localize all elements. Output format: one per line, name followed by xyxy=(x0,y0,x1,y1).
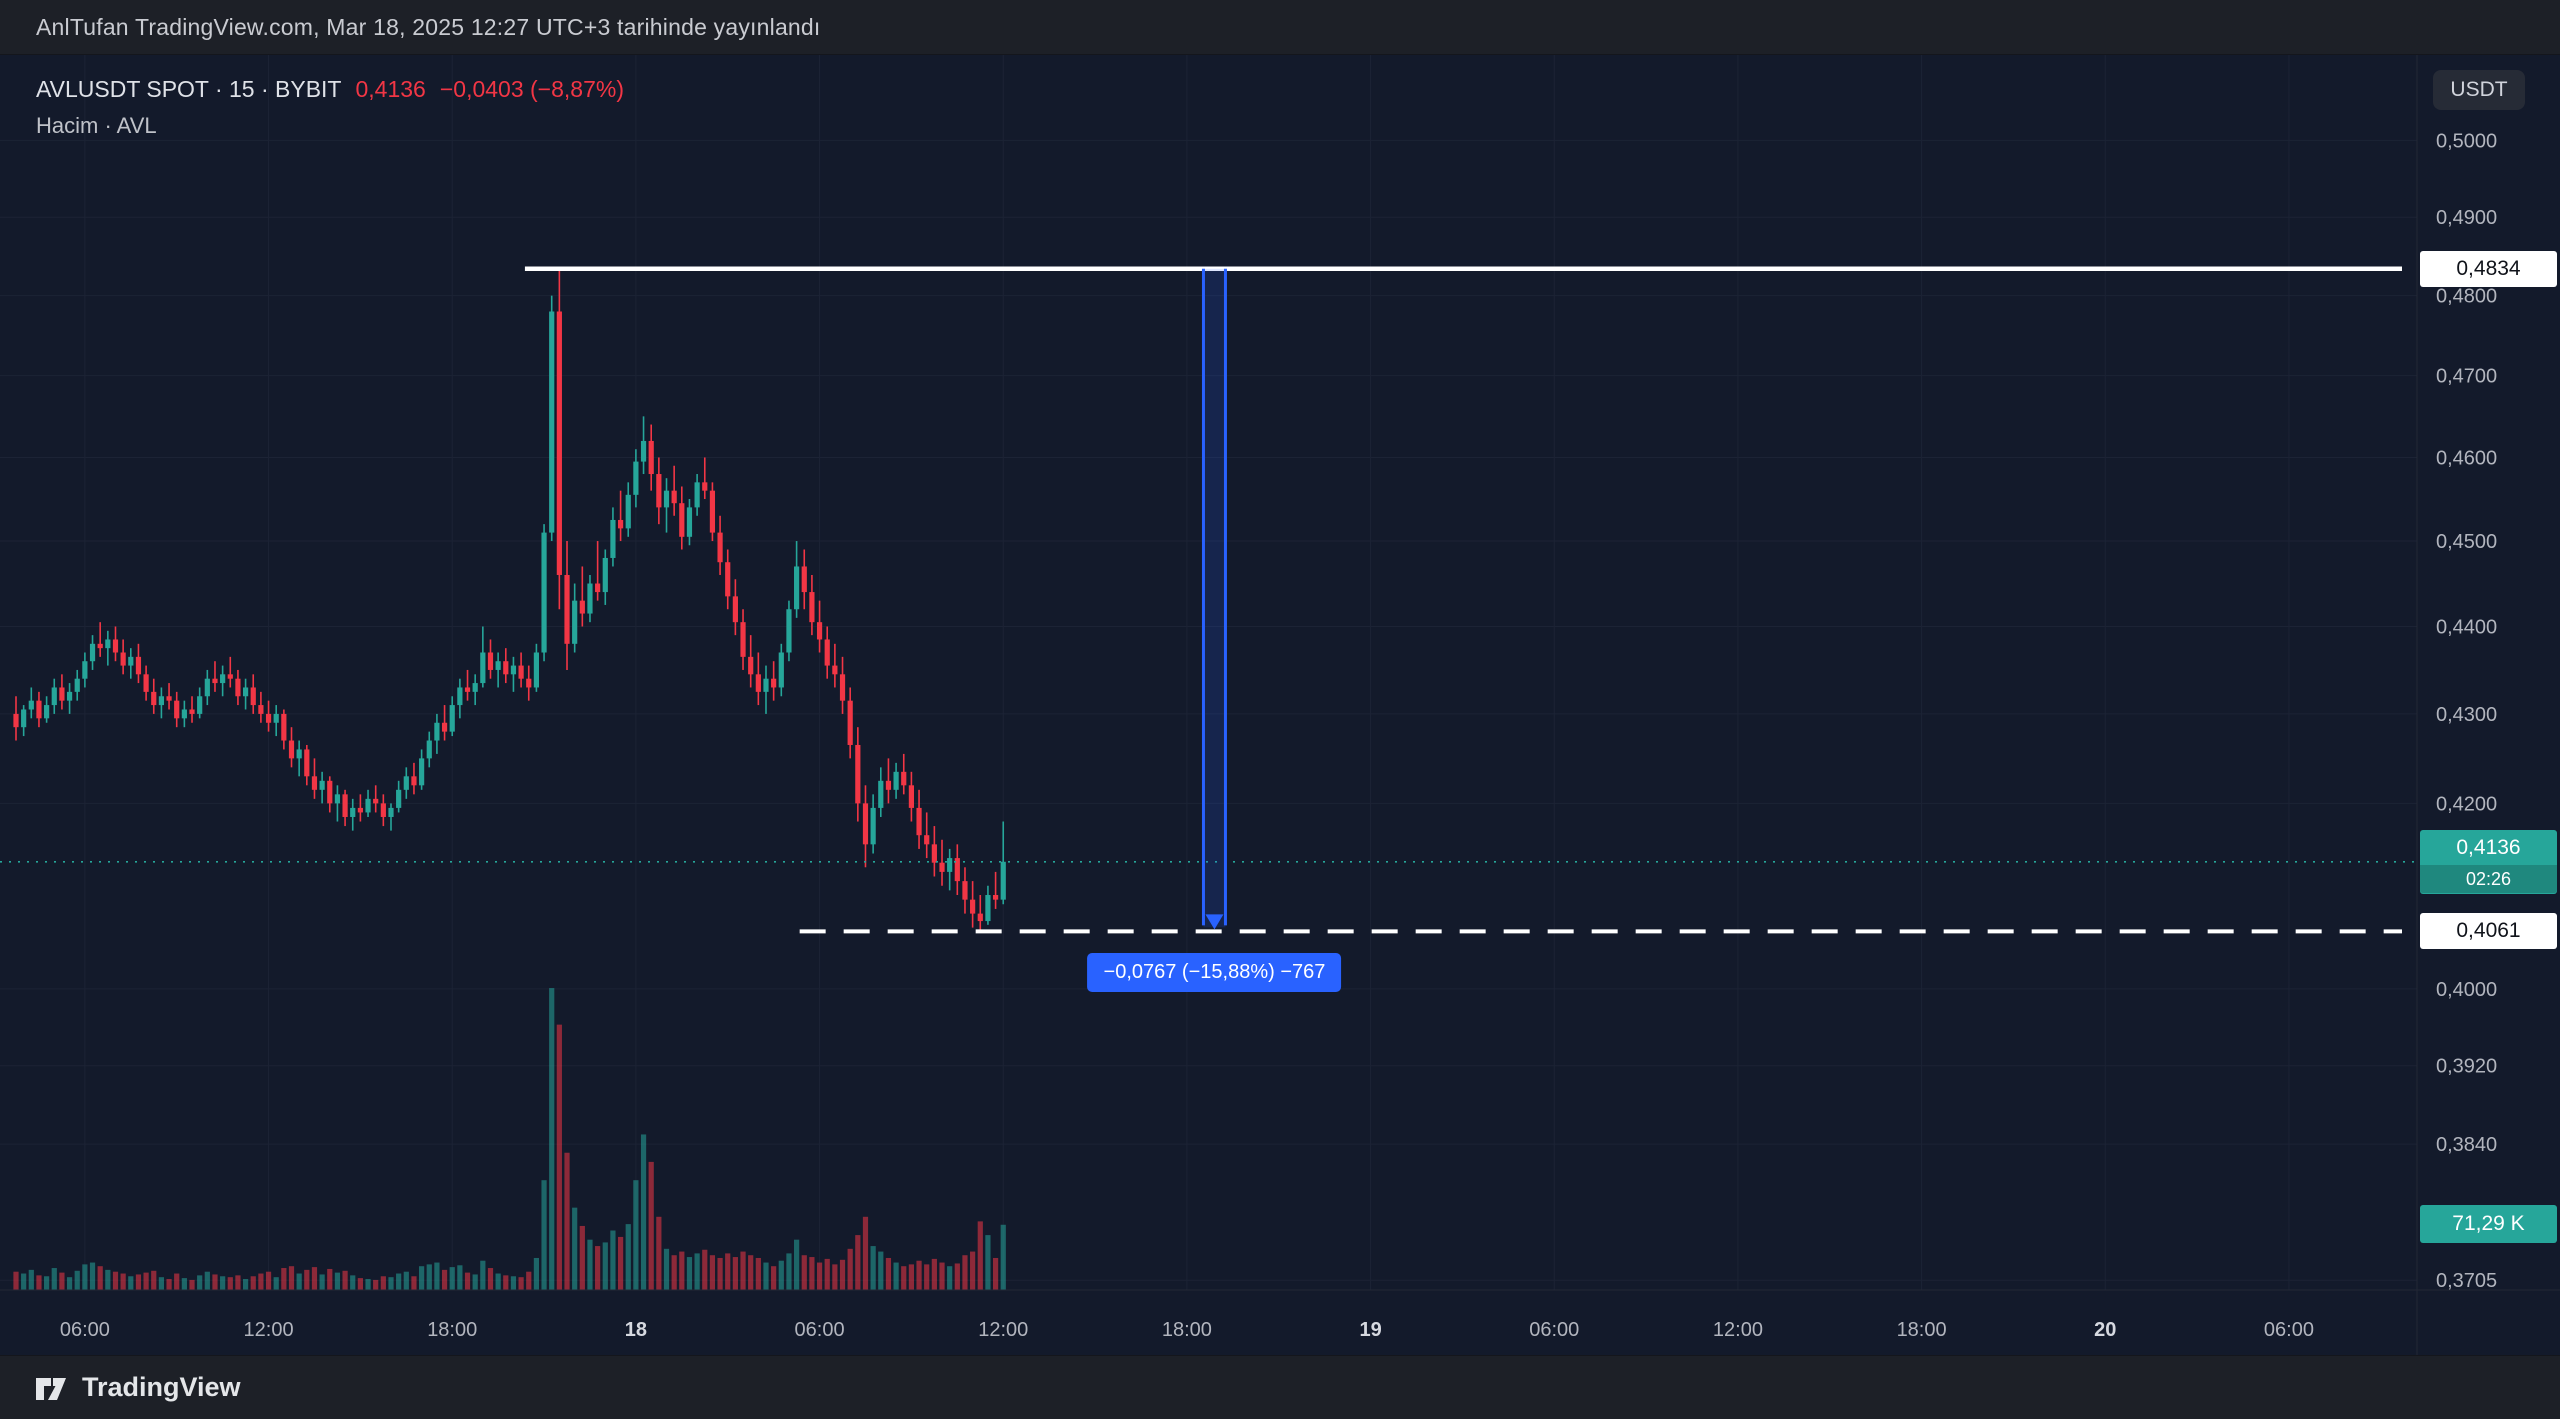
tradingview-logo-icon[interactable] xyxy=(34,1371,68,1405)
candles-layer xyxy=(13,268,1006,932)
measurement-band xyxy=(1203,268,1226,928)
current-price-value: 0,4136 xyxy=(2456,835,2521,859)
chart-area[interactable]: 0,5000 0,4900 0,4800 0,4700 0,4600 0,4500 0,44… xyxy=(0,54,2560,1355)
svg-text:0,4500: 0,4500 xyxy=(2436,531,2497,553)
svg-text:0,3920: 0,3920 xyxy=(2436,1056,2497,1078)
price-chart-canvas[interactable]: 0,5000 0,4900 0,4800 0,4700 0,4600 0,4500 0,44… xyxy=(0,54,2560,1355)
publish-header-bar: AnlTufan TradingView.com, Mar 18, 2025 1… xyxy=(0,0,2560,55)
svg-text:18:00: 18:00 xyxy=(1162,1319,1212,1341)
svg-text:19: 19 xyxy=(1359,1319,1381,1341)
measurement-arrowhead xyxy=(1205,914,1224,930)
chart-legend[interactable]: AVLUSDT SPOT · 15 · BYBIT 0,4136 −0,0403… xyxy=(36,76,624,139)
svg-text:0,4700: 0,4700 xyxy=(2436,366,2497,388)
tradingview-brand-text[interactable]: TradingView xyxy=(82,1372,241,1402)
svg-text:18:00: 18:00 xyxy=(427,1319,477,1341)
price-axis[interactable] xyxy=(2417,54,2560,1290)
annotations-layer xyxy=(0,266,2417,934)
svg-text:0,5000: 0,5000 xyxy=(2436,130,2497,152)
svg-text:18:00: 18:00 xyxy=(1897,1319,1947,1341)
svg-text:06:00: 06:00 xyxy=(60,1319,110,1341)
volume-value-badge: 71,29 K xyxy=(2420,1204,2557,1243)
svg-text:0,4400: 0,4400 xyxy=(2436,616,2497,638)
footer-bar: TradingView xyxy=(0,1355,2560,1419)
svg-text:12:00: 12:00 xyxy=(244,1319,294,1341)
svg-text:0,3840: 0,3840 xyxy=(2436,1134,2497,1156)
current-price-badge: 0,4136 02:26 xyxy=(2420,829,2557,894)
svg-text:12:00: 12:00 xyxy=(978,1319,1028,1341)
resistance-price-badge: 0,4834 xyxy=(2420,250,2557,287)
volume-indicator-legend[interactable]: Hacim · AVL xyxy=(36,113,157,138)
last-price-value: 0,4136 xyxy=(355,76,426,102)
svg-text:0,4900: 0,4900 xyxy=(2436,207,2497,229)
svg-text:0,3705: 0,3705 xyxy=(2436,1270,2497,1292)
price-change-value: −0,0403 (−8,87%) xyxy=(439,76,624,102)
svg-text:0,4200: 0,4200 xyxy=(2436,793,2497,815)
svg-text:06:00: 06:00 xyxy=(795,1319,845,1341)
axis-labels-layer: 0,5000 0,4900 0,4800 0,4700 0,4600 0,4500 0,44… xyxy=(0,54,2560,1355)
svg-text:0,4800: 0,4800 xyxy=(2436,286,2497,308)
svg-text:06:00: 06:00 xyxy=(2264,1319,2314,1341)
time-axis[interactable] xyxy=(0,1290,2417,1355)
svg-text:06:00: 06:00 xyxy=(1529,1319,1579,1341)
candle-countdown: 02:26 xyxy=(2420,864,2557,893)
volume-layer xyxy=(13,988,1006,1290)
svg-text:0,4000: 0,4000 xyxy=(2436,979,2497,1001)
svg-text:0,4300: 0,4300 xyxy=(2436,704,2497,726)
svg-text:0,4600: 0,4600 xyxy=(2436,447,2497,469)
publish-info-text: AnlTufan TradingView.com, Mar 18, 2025 1… xyxy=(36,13,821,40)
support-price-badge: 0,4061 xyxy=(2420,913,2557,950)
svg-text:12:00: 12:00 xyxy=(1713,1319,1763,1341)
svg-text:20: 20 xyxy=(2094,1319,2116,1341)
currency-toggle-button[interactable]: USDT xyxy=(2433,70,2525,110)
price-range-measurement-label[interactable]: −0,0767 (−15,88%) −767 xyxy=(1087,953,1342,993)
svg-text:18: 18 xyxy=(625,1319,647,1341)
symbol-title[interactable]: AVLUSDT SPOT · 15 · BYBIT xyxy=(36,76,342,102)
